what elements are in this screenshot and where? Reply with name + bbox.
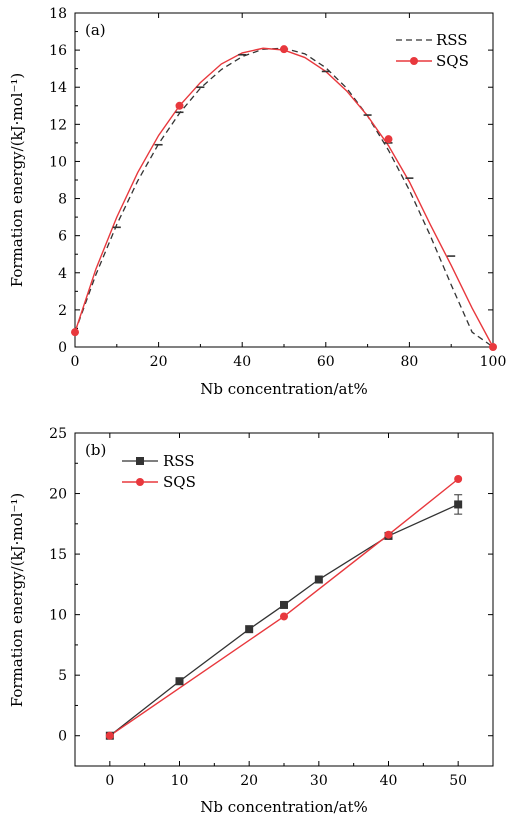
legend-rss-label: RSS bbox=[436, 31, 468, 49]
y-tick-label: 2 bbox=[58, 303, 67, 319]
ticks-a: 0 20 40 60 80 100 0 2 4 6 8 10 12 14 16 18 bbox=[49, 6, 506, 370]
rss-point bbox=[175, 677, 184, 686]
x-tick-label: 40 bbox=[380, 773, 398, 789]
y-axis-title-a: Formation energy/(kJ·mol⁻¹) bbox=[8, 73, 26, 288]
sqs-point bbox=[384, 135, 393, 144]
y-tick-label: 12 bbox=[49, 117, 67, 133]
y-axis-title-b: Formation energy/(kJ·mol⁻¹) bbox=[8, 493, 26, 708]
x-tick-label: 40 bbox=[233, 354, 251, 370]
legend-sqs-label: SQS bbox=[163, 473, 196, 491]
sqs-point bbox=[175, 101, 184, 110]
sqs-point bbox=[454, 475, 463, 484]
rss-point bbox=[314, 575, 323, 584]
rss-fit-line bbox=[74, 47, 494, 348]
legend-rss-marker bbox=[136, 457, 144, 465]
panel-label-b: (b) bbox=[85, 441, 106, 459]
panel-label-a: (a) bbox=[85, 21, 106, 39]
y-tick-label: 0 bbox=[58, 729, 67, 745]
x-tick-label: 20 bbox=[150, 354, 168, 370]
x-tick-label: 80 bbox=[400, 354, 418, 370]
series-a bbox=[71, 45, 497, 351]
x-tick-label: 60 bbox=[317, 354, 335, 370]
sqs-point bbox=[280, 612, 288, 621]
legend-rss-label: RSS bbox=[163, 452, 195, 470]
y-tick-label: 16 bbox=[49, 43, 67, 59]
y-tick-label: 0 bbox=[58, 340, 67, 356]
legend-b: RSS SQS bbox=[122, 452, 196, 491]
sqs-point bbox=[489, 343, 497, 351]
y-tick-label: 10 bbox=[49, 154, 67, 170]
panel-b: 0 10 20 30 40 50 0 5 10 15 20 25 (b) Nb concentrati… bbox=[8, 426, 494, 816]
x-tick-label: 10 bbox=[171, 773, 189, 789]
sqs-point bbox=[280, 45, 288, 54]
x-tick-label: 30 bbox=[310, 773, 328, 789]
legend-sqs-marker bbox=[136, 478, 144, 486]
x-tick-label: 20 bbox=[240, 773, 258, 789]
y-tick-label: 14 bbox=[49, 80, 67, 96]
y-tick-label: 15 bbox=[49, 547, 67, 563]
x-tick-label: 100 bbox=[480, 354, 507, 370]
y-tick-label: 8 bbox=[58, 192, 67, 208]
y-tick-label: 4 bbox=[58, 266, 67, 282]
x-tick-label: 0 bbox=[105, 773, 114, 789]
sqs-fit-line bbox=[74, 47, 494, 348]
y-tick-label: 5 bbox=[58, 668, 67, 684]
y-tick-label: 10 bbox=[49, 608, 67, 624]
series-b bbox=[105, 475, 463, 740]
sqs-point bbox=[105, 731, 114, 740]
y-tick-label: 18 bbox=[49, 6, 67, 22]
rss-point bbox=[280, 600, 288, 609]
rss-point bbox=[454, 500, 463, 509]
sqs-line bbox=[109, 478, 459, 737]
panel-a: 0 20 40 60 80 100 0 2 4 6 8 10 12 14 16 18 (a) Nb conce… bbox=[8, 6, 506, 398]
sqs-point bbox=[384, 530, 393, 539]
x-tick-label: 0 bbox=[71, 354, 80, 370]
legend-sqs-marker bbox=[410, 57, 418, 65]
legend-sqs-label: SQS bbox=[436, 52, 469, 70]
y-tick-label: 20 bbox=[49, 487, 67, 503]
x-tick-label: 50 bbox=[449, 773, 467, 789]
sqs-point bbox=[71, 328, 79, 337]
rss-point bbox=[245, 625, 254, 634]
legend-a: RSS SQS bbox=[396, 31, 469, 70]
x-axis-title-a: Nb concentration/at% bbox=[200, 380, 367, 398]
y-tick-label: 6 bbox=[58, 229, 67, 245]
ticks-b: 0 10 20 30 40 50 0 5 10 15 20 25 bbox=[49, 426, 493, 789]
x-axis-title-b: Nb concentration/at% bbox=[200, 798, 367, 816]
y-tick-label: 25 bbox=[49, 426, 67, 442]
